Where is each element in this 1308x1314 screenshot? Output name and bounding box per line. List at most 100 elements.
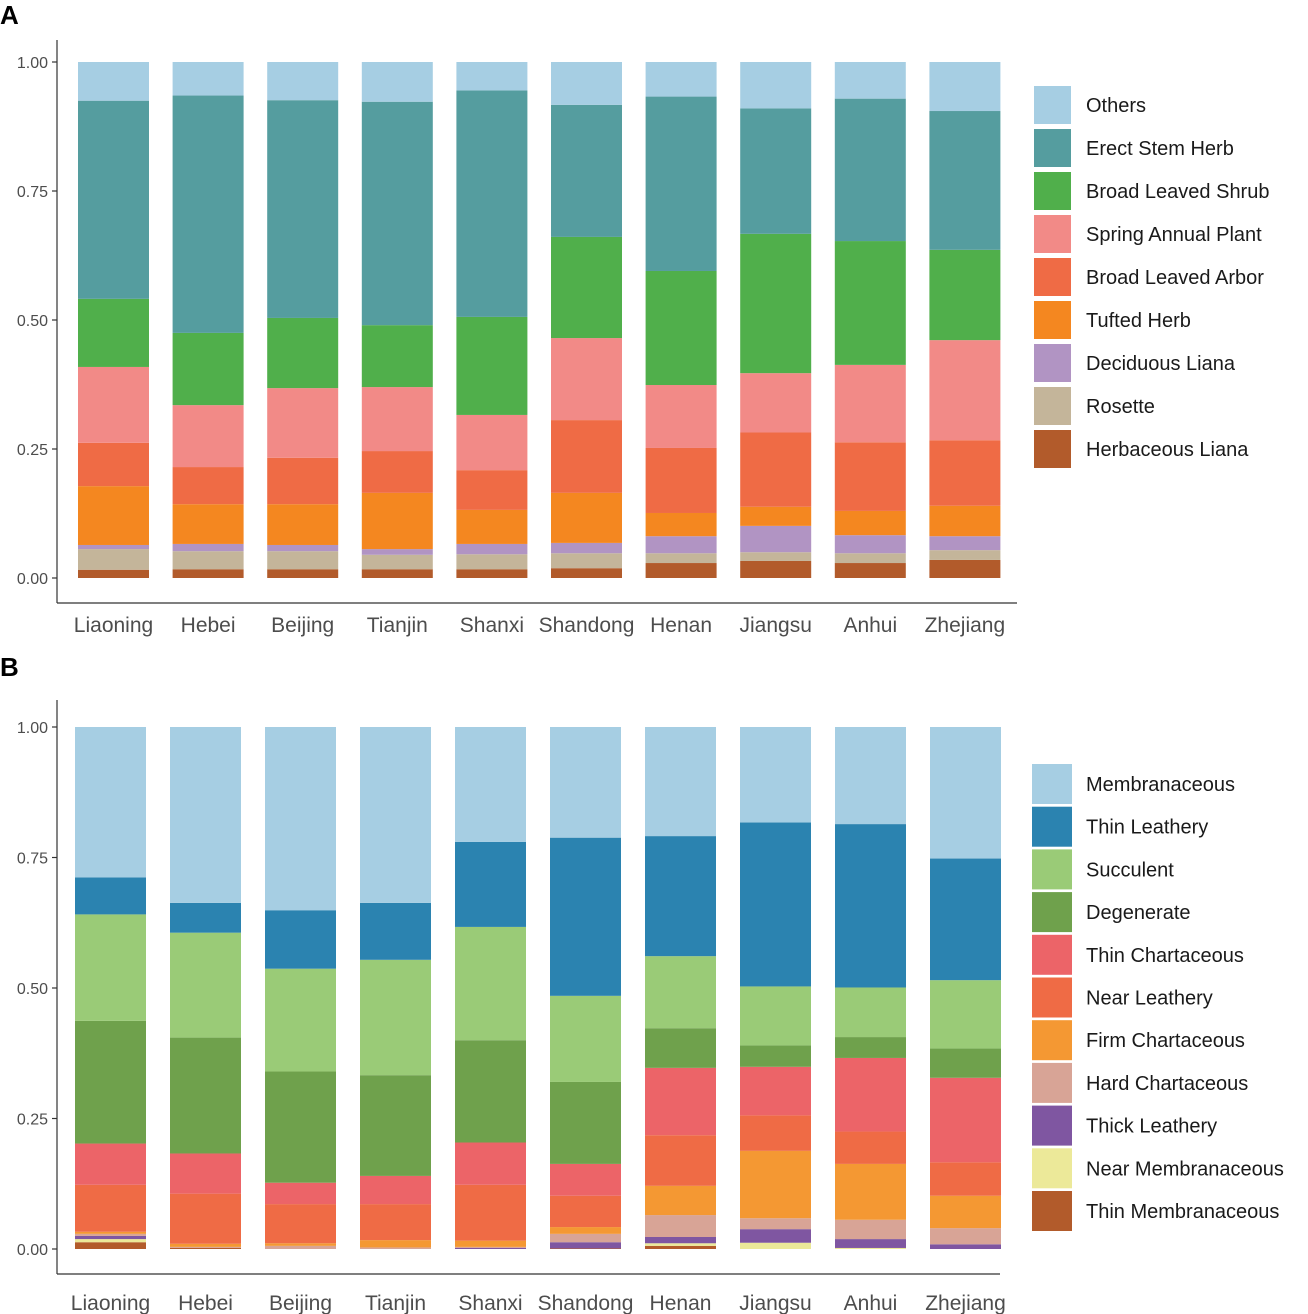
bar-segment-tufted-herb — [740, 506, 812, 526]
bar-segment-spring-annual-plant — [551, 338, 622, 421]
x-tick-label: Tianjin — [365, 1292, 426, 1314]
bar-segment-degenerate — [75, 1020, 146, 1144]
bar-segment-membranaceous — [645, 727, 716, 837]
x-tick-label: Zhejiang — [925, 614, 1006, 637]
bar-segment-thin-leathery — [740, 822, 811, 987]
bar-segment-thin-chartaceous — [550, 1163, 621, 1196]
bar-anhui — [834, 62, 906, 578]
bar-segment-rosette — [834, 553, 906, 564]
bar-segment-firm-chartaceous — [360, 1240, 431, 1248]
legend-swatch-tufted-herb — [1034, 301, 1071, 339]
x-tick-label: Anhui — [843, 614, 897, 637]
bar-segment-near-leathery — [550, 1195, 621, 1228]
bar-segment-herbaceous-liana — [172, 569, 244, 578]
bar-segment-thick-leathery — [75, 1235, 146, 1240]
bar-segment-erect-stem-herb — [929, 111, 1001, 250]
legend-label-degenerate: Degenerate — [1086, 902, 1191, 924]
x-tick-label: Beijing — [271, 614, 334, 637]
bars-a — [78, 62, 1001, 578]
bar-segment-thin-chartaceous — [360, 1175, 431, 1205]
bar-segment-near-leathery — [645, 1135, 716, 1186]
bar-segment-thin-membranaceous — [170, 1247, 241, 1249]
legend-label-erect-stem-herb: Erect Stem Herb — [1086, 138, 1234, 160]
bar-segment-broad-leaved-arbor — [172, 467, 244, 505]
bar-jiangsu — [740, 727, 811, 1249]
bar-segment-herbaceous-liana — [551, 568, 622, 578]
y-ticks-a: 0.00 0.25 0.50 0.75 1.00 — [17, 55, 57, 588]
x-labels-b: Liaoning Hebei Beijing Tianjin Shanxi Shandon… — [71, 1292, 1006, 1314]
bar-segment-succulent — [455, 926, 526, 1041]
bar-segment-broad-leaved-arbor — [834, 442, 906, 511]
bar-segment-rosette — [551, 553, 622, 569]
bar-segment-erect-stem-herb — [456, 90, 528, 317]
bar-segment-degenerate — [170, 1037, 241, 1154]
y-ticks-b: 0.00 0.25 0.50 0.75 1.00 — [17, 720, 57, 1259]
legend-swatch-degenerate — [1032, 892, 1072, 933]
legend-label-spring-annual-plant: Spring Annual Plant — [1086, 224, 1262, 246]
bar-segment-deciduous-liana — [551, 542, 622, 554]
bar-segment-thin-membranaceous — [550, 1248, 621, 1249]
bar-segment-tufted-herb — [551, 492, 622, 543]
y-tick-label: 1.00 — [17, 55, 48, 72]
bar-segment-deciduous-liana — [456, 543, 528, 555]
bar-segment-degenerate — [930, 1048, 1001, 1078]
legend-label-broad-leaved-arbor: Broad Leaved Arbor — [1086, 267, 1264, 289]
legend-label-deciduous-liana: Deciduous Liana — [1086, 353, 1236, 375]
bar-liaoning — [78, 62, 149, 578]
legend-swatch-deciduous-liana — [1034, 344, 1071, 382]
x-tick-label: Hebei — [181, 614, 236, 637]
legend-swatch-broad-leaved-shrub — [1034, 172, 1071, 210]
bar-segment-thin-leathery — [75, 877, 146, 915]
bar-segment-rosette — [78, 549, 149, 570]
bar-henan — [645, 727, 716, 1249]
bar-segment-erect-stem-herb — [645, 96, 717, 271]
bar-segment-broad-leaved-arbor — [267, 457, 339, 505]
bar-segment-erect-stem-herb — [740, 108, 812, 234]
x-tick-label: Shandong — [539, 614, 635, 637]
bar-segment-deciduous-liana — [645, 536, 717, 554]
bar-segment-succulent — [170, 932, 241, 1038]
bar-segment-hard-chartaceous — [170, 1246, 241, 1248]
bar-segment-tufted-herb — [78, 486, 149, 545]
bar-segment-thin-leathery — [835, 824, 906, 988]
bar-segment-others — [267, 62, 339, 101]
bar-segment-spring-annual-plant — [834, 364, 906, 443]
bar-hebei — [172, 62, 244, 578]
bar-segment-degenerate — [455, 1040, 526, 1143]
legend-swatch-erect-stem-herb — [1034, 129, 1071, 167]
bar-segment-degenerate — [550, 1081, 621, 1164]
bar-segment-thin-leathery — [455, 841, 526, 927]
legend-label-near-membranaceous: Near Membranaceous — [1086, 1158, 1284, 1180]
bar-segment-near-membranaceous — [835, 1247, 906, 1249]
bar-segment-herbaceous-liana — [361, 569, 433, 578]
legend-swatch-thin-membranaceous — [1032, 1191, 1072, 1231]
legend-swatch-near-leathery — [1032, 977, 1072, 1018]
bar-segment-hard-chartaceous — [75, 1233, 146, 1236]
bar-zhejiang — [930, 727, 1001, 1249]
bar-segment-tufted-herb — [456, 509, 528, 544]
bar-segment-herbaceous-liana — [267, 569, 339, 578]
bar-segment-near-membranaceous — [740, 1242, 811, 1249]
bar-segment-spring-annual-plant — [929, 340, 1001, 441]
legend-label-thin-membranaceous: Thin Membranaceous — [1086, 1201, 1279, 1223]
legend-label-firm-chartaceous: Firm Chartaceous — [1086, 1030, 1245, 1052]
legend-swatch-firm-chartaceous — [1032, 1020, 1072, 1061]
bar-segment-deciduous-liana — [834, 535, 906, 554]
bar-segment-firm-chartaceous — [75, 1231, 146, 1234]
legend-swatch-near-membranaceous — [1032, 1148, 1072, 1189]
y-tick-label: 0.25 — [17, 442, 48, 459]
bar-segment-deciduous-liana — [361, 549, 433, 555]
x-tick-label: Jiangsu — [740, 614, 812, 637]
bar-segment-degenerate — [835, 1037, 906, 1058]
bar-segment-near-membranaceous — [645, 1243, 716, 1246]
bar-segment-hard-chartaceous — [455, 1246, 526, 1248]
bar-segment-firm-chartaceous — [835, 1163, 906, 1220]
bar-segment-thin-chartaceous — [645, 1067, 716, 1136]
bar-segment-thin-chartaceous — [265, 1182, 336, 1205]
legend-label-thick-leathery: Thick Leathery — [1086, 1116, 1217, 1138]
bar-segment-thin-leathery — [170, 902, 241, 933]
bar-segment-broad-leaved-shrub — [645, 270, 717, 386]
bar-segment-hard-chartaceous — [360, 1247, 431, 1249]
bar-segment-spring-annual-plant — [267, 388, 339, 458]
